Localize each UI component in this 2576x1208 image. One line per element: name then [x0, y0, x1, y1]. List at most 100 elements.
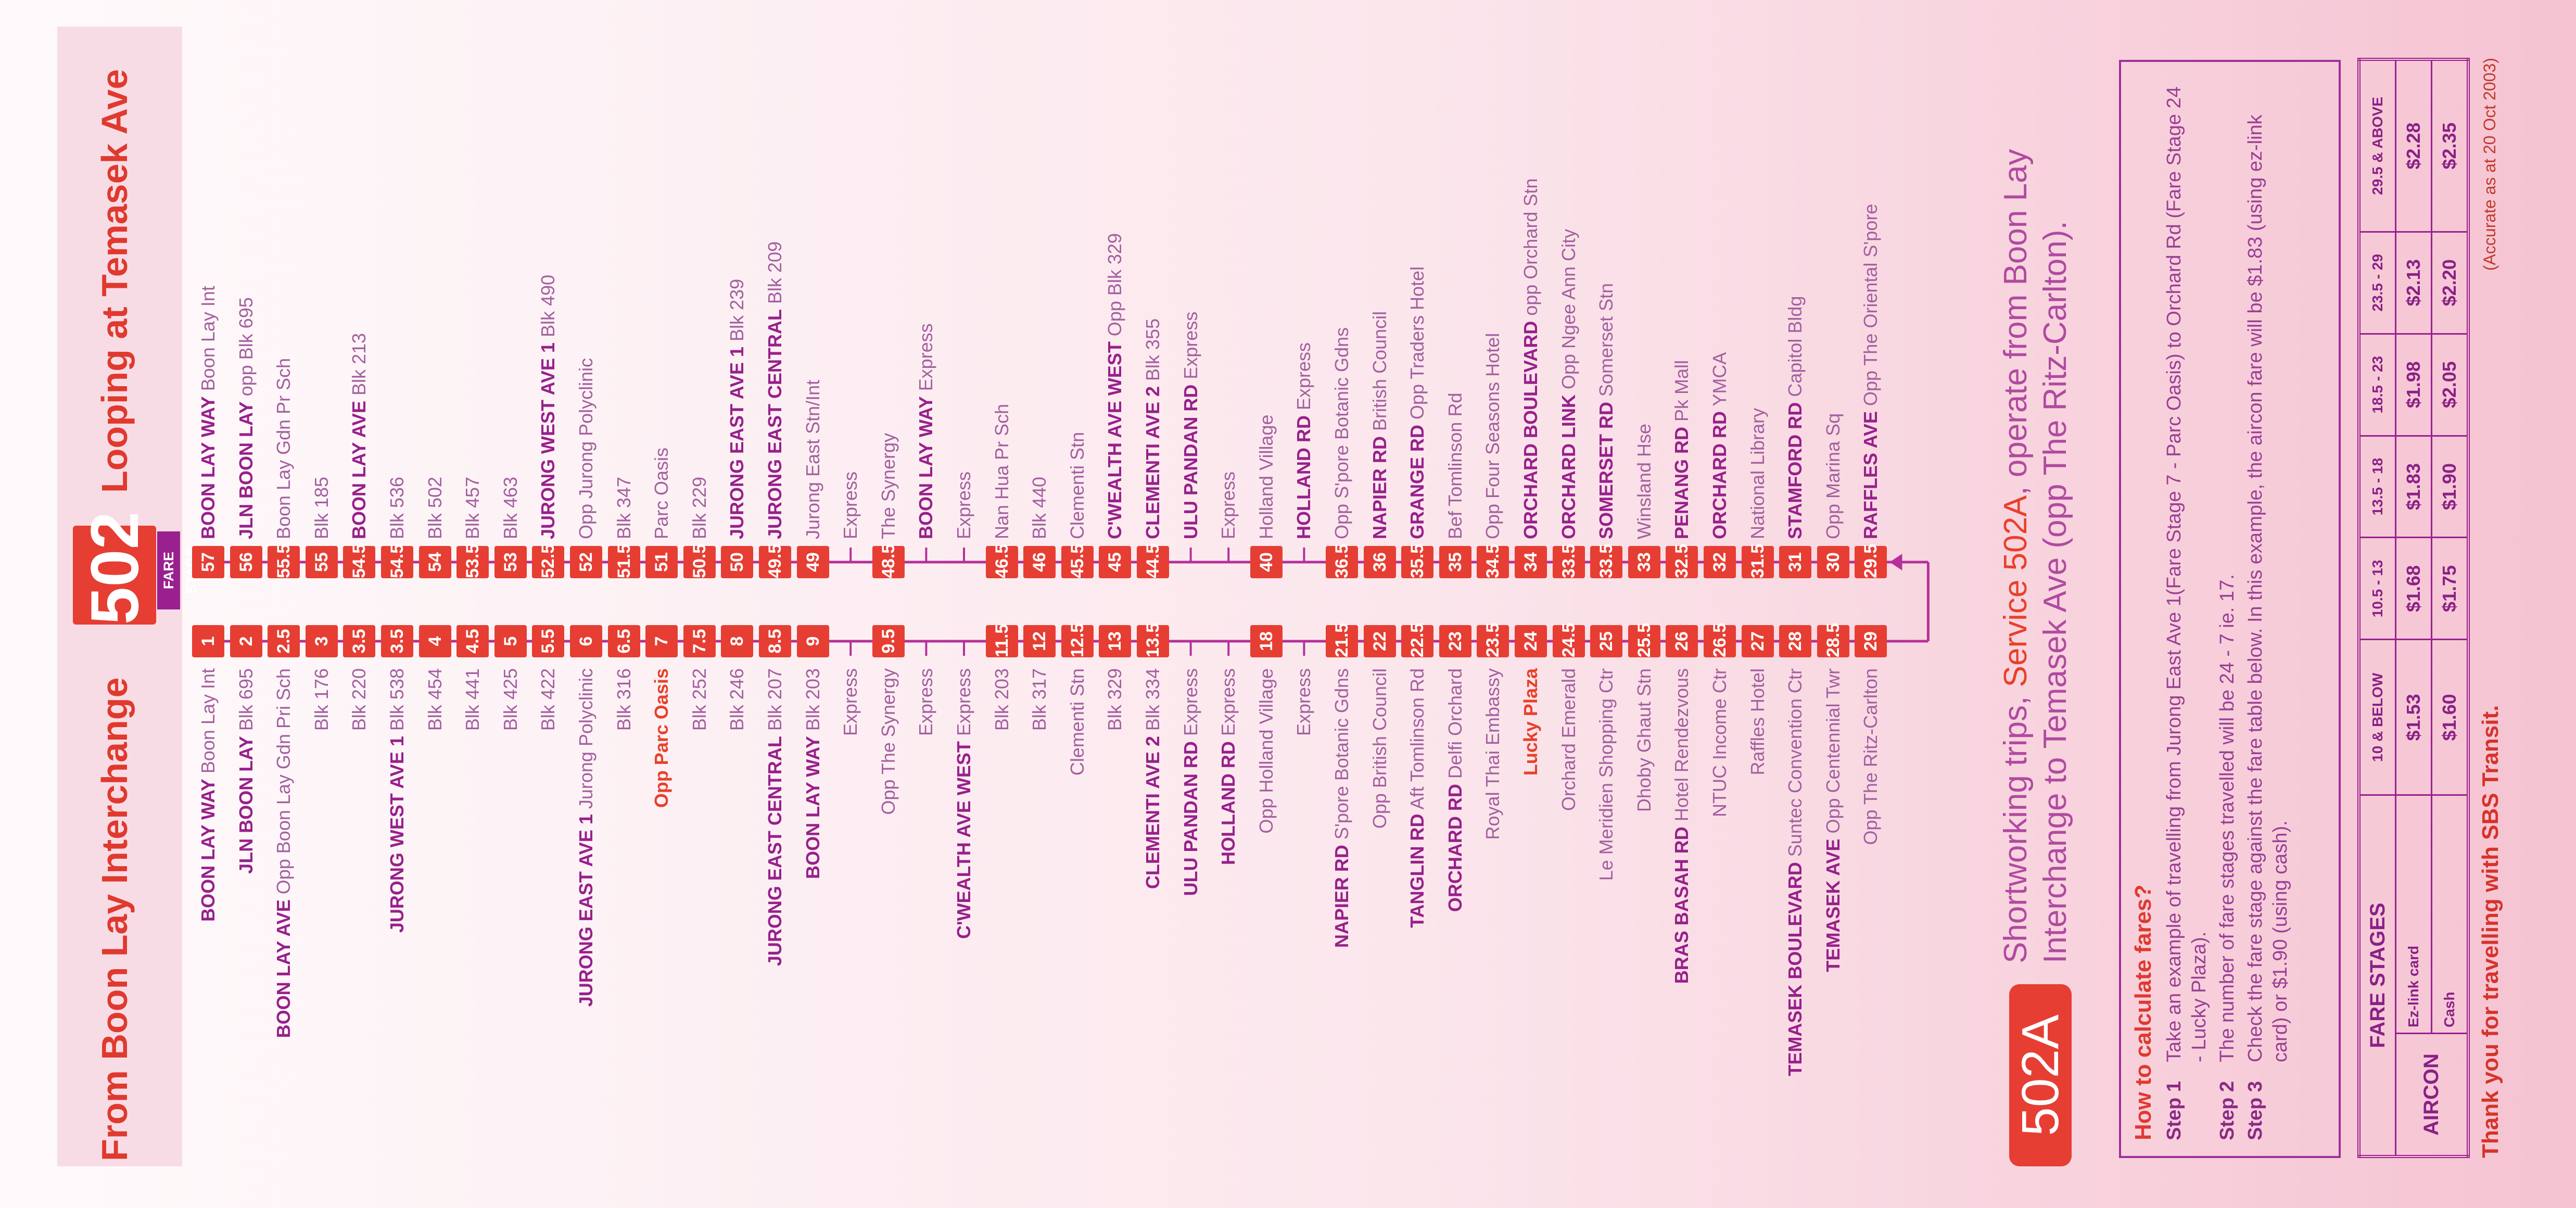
stop-name: Opp Ngee Ann City — [1557, 228, 1579, 389]
stop-name: Express — [1217, 668, 1239, 736]
fare-stage: 23 — [1439, 625, 1471, 657]
stop-entry: Le Meridien Shopping Ctr — [1591, 668, 1622, 881]
fare-stage: 33.5 — [1552, 544, 1585, 578]
stop-name: Blk 457 — [462, 476, 484, 539]
stop-entry: Blk 347 — [608, 477, 640, 539]
stop-name: Opp Four Seasons Hotel — [1482, 333, 1504, 539]
stop-name: Opp The Ritz-Carlton — [1860, 668, 1882, 845]
stop-entry: TEMASEK BOULEVARD Suntec Convention Ctr — [1780, 668, 1811, 1076]
stop-name: Blk 538 — [386, 668, 408, 731]
fare-stage: 31.5 — [1741, 544, 1774, 578]
road-name: TEMASEK AVE — [1822, 838, 1844, 972]
stop-entry: Opp British Council — [1364, 668, 1395, 829]
road-name: JURONG EAST AVE 1 — [575, 814, 597, 1007]
stop-name: Express — [1217, 471, 1239, 539]
stop-name: Holland Village — [1255, 414, 1277, 539]
stop-entry: C'WEALTH AVE WEST Opp Blk 329 — [1099, 233, 1131, 539]
fare-stage: 1 — [192, 625, 224, 657]
step: Step 2 The number of fare stages travelle… — [2215, 78, 2240, 1140]
stop-name: Opp S'pore Botanic Gdns — [1331, 327, 1352, 539]
fare-stage: 8.5 — [759, 625, 791, 657]
stop-entry: Opp The Synergy — [873, 668, 904, 815]
stop-entry: Express — [1288, 668, 1319, 736]
stop-entry: BRAS BASAH RD Hotel Rendezvous — [1666, 668, 1697, 984]
stop-name: Dhoby Ghaut Stn — [1633, 668, 1655, 812]
stop-entry: TANGLIN RD Aft Tomlinson Rd — [1402, 668, 1433, 928]
stop-name: Blk 463 — [499, 476, 521, 539]
stop-name: Opp The Oriental S'pore — [1860, 204, 1882, 406]
stop-entry: Clementi Stn — [1062, 668, 1093, 775]
step: Step 1 Take an example of travelling from… — [2162, 78, 2212, 1140]
shortworking-text: Shortworking trips, Service 502A, operat… — [1996, 79, 2075, 963]
stop-name: Bef Tomlinson Rd — [1444, 392, 1466, 539]
fare-stage: 24 — [1515, 625, 1547, 657]
stop-entry: ULU PANDAN RD Express — [1175, 668, 1207, 896]
fare-stage: 55 — [305, 546, 338, 578]
stop-name: Winsland Hse — [1633, 423, 1655, 539]
fare-stage: 56 — [230, 546, 262, 578]
stop-name: Blk 229 — [688, 476, 710, 539]
shortworking-badge: 502A — [2009, 984, 2072, 1166]
road-name: TANGLIN RD — [1406, 813, 1428, 928]
fare-stage: 35 — [1439, 546, 1471, 578]
fare-stage: 46 — [1023, 546, 1056, 578]
stop-name: YMCA — [1709, 352, 1730, 406]
stop-entry: TEMASEK AVE Opp Centennial Twr — [1818, 668, 1849, 972]
stop-name: Blk 207 — [764, 668, 785, 731]
fare-stage: 54.5 — [343, 544, 376, 578]
stop-entry: Lucky Plaza — [1515, 668, 1546, 775]
stop-entry: Express — [1213, 472, 1244, 539]
stop-entry: Blk 176 — [306, 668, 337, 731]
road-name: HOLLAND RD — [1217, 741, 1239, 866]
stop-entry: CLEMENTI AVE 2 Blk 355 — [1137, 319, 1169, 539]
road-name: BRAS BASAH RD — [1671, 826, 1693, 984]
stop-name: Blk 246 — [726, 668, 748, 731]
stop-entry: Raffles Hotel — [1742, 668, 1773, 775]
fare-stage: 13 — [1099, 625, 1132, 657]
fare-stage: 3.5 — [381, 625, 413, 657]
stop-entry: The Synergy — [873, 433, 904, 539]
road-name: C'WEALTH AVE WEST — [953, 741, 974, 939]
road-name: JURONG EAST AVE 1 — [726, 346, 748, 539]
step-text: The number of fare stages travelled will… — [2216, 574, 2238, 1062]
road-name: CLEMENTI AVE 2 — [1142, 736, 1163, 889]
stop-entry: Opp Holland Village — [1251, 668, 1282, 834]
fare-stage: 27 — [1741, 625, 1774, 657]
fare-row: AIRCON Ez-link card $1.53 $1.68 $1.83 $1.98 $2… — [2395, 59, 2468, 1156]
road-name: JURONG WEST AVE 1 — [537, 342, 559, 539]
stop-entry: HOLLAND RD Express — [1213, 668, 1244, 865]
fare-stage: 5 — [494, 625, 527, 657]
stop-name: Blk 334 — [1142, 668, 1163, 731]
stop-entry: NTUC Income Ctr — [1704, 668, 1735, 817]
road-name: ULU PANDAN RD — [1179, 741, 1201, 896]
fare-stage: 26 — [1666, 625, 1698, 657]
stop-name: Blk 317 — [1029, 668, 1050, 731]
fare-stage: 50 — [721, 546, 754, 578]
stop-name: Blk 203 — [991, 668, 1012, 731]
stop-name: Blk 440 — [1029, 476, 1050, 539]
step-label: Step 2 — [2216, 1080, 2238, 1140]
stop-name: opp Blk 695 — [235, 297, 257, 397]
stop-name: Blk 454 — [424, 668, 446, 731]
stop-entry: Blk 185 — [306, 477, 337, 539]
fare-stage: 2 — [230, 625, 262, 657]
road-name: GRANGE RD — [1406, 424, 1428, 539]
stop-name: Blk 422 — [537, 668, 559, 731]
stop-entry: Blk 441 — [457, 668, 488, 731]
stop-entry: Opp Marina Sq — [1818, 413, 1849, 539]
stop-entry: SOMERSET RD Somerset Stn — [1591, 283, 1622, 539]
fare-stage: 3.5 — [343, 625, 376, 657]
fare: $1.90 — [2431, 436, 2468, 538]
road-name: BOON LAY WAY — [915, 396, 937, 539]
stop-name: Blk 203 — [802, 668, 823, 731]
stop-entry: Blk 316 — [608, 668, 640, 731]
stop-name: Express — [840, 471, 861, 539]
stop-entry: BOON LAY WAY Express — [910, 323, 942, 539]
stop-entry: Express — [835, 668, 866, 736]
stop-entry: Opp S'pore Botanic Gdns — [1326, 327, 1357, 539]
stop-entry: Orchard Emerald — [1553, 668, 1584, 811]
stop-entry: Parc Oasis — [646, 448, 677, 539]
stop-entry: Blk 220 — [344, 668, 375, 731]
fare-stage: 9 — [796, 625, 829, 657]
